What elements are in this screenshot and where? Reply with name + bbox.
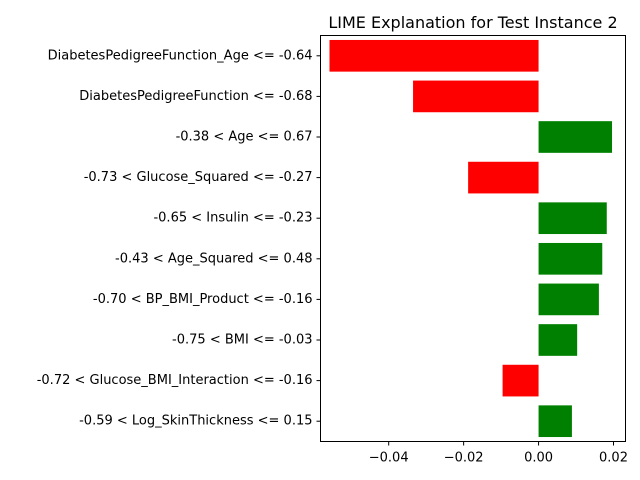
bar bbox=[329, 39, 539, 72]
y-tick-label: -0.59 < Log_SkinThickness <= 0.15 bbox=[79, 414, 312, 429]
bar bbox=[468, 161, 539, 194]
bar bbox=[502, 364, 539, 397]
y-tick-label: -0.70 < BP_BMI_Product <= -0.16 bbox=[93, 292, 313, 307]
y-tick-label: -0.65 < Insulin <= -0.23 bbox=[153, 211, 312, 226]
bar bbox=[538, 283, 599, 316]
bar bbox=[538, 405, 572, 438]
y-tick-label: -0.38 < Age <= 0.67 bbox=[176, 130, 313, 145]
bar bbox=[538, 324, 578, 356]
bars bbox=[329, 39, 613, 438]
x-tick-label: −0.02 bbox=[444, 451, 484, 466]
x-tick-label: 0.02 bbox=[599, 451, 628, 466]
y-tick-label: DiabetesPedigreeFunction <= -0.68 bbox=[79, 89, 312, 104]
y-tick-label: -0.72 < Glucose_BMI_Interaction <= -0.16 bbox=[37, 373, 313, 388]
bar bbox=[538, 121, 613, 153]
y-tick-label: -0.73 < Glucose_Squared <= -0.27 bbox=[84, 170, 313, 185]
y-tick-labels: DiabetesPedigreeFunction_Age <= -0.64 Dia… bbox=[37, 48, 321, 429]
x-tick-label: 0.00 bbox=[524, 451, 553, 466]
y-tick-label: DiabetesPedigreeFunction_Age <= -0.64 bbox=[48, 48, 313, 63]
chart-title: LIME Explanation for Test Instance 2 bbox=[328, 13, 617, 32]
y-tick-label: -0.75 < BMI <= -0.03 bbox=[172, 333, 312, 348]
bar bbox=[413, 80, 539, 113]
axes-frame bbox=[320, 35, 626, 442]
bar bbox=[538, 242, 603, 275]
bar bbox=[538, 202, 607, 235]
x-tick-label: −0.04 bbox=[369, 451, 409, 466]
x-ticks: −0.04 −0.02 0.00 0.02 bbox=[369, 441, 628, 466]
y-tick-label: -0.43 < Age_Squared <= 0.48 bbox=[115, 251, 312, 266]
